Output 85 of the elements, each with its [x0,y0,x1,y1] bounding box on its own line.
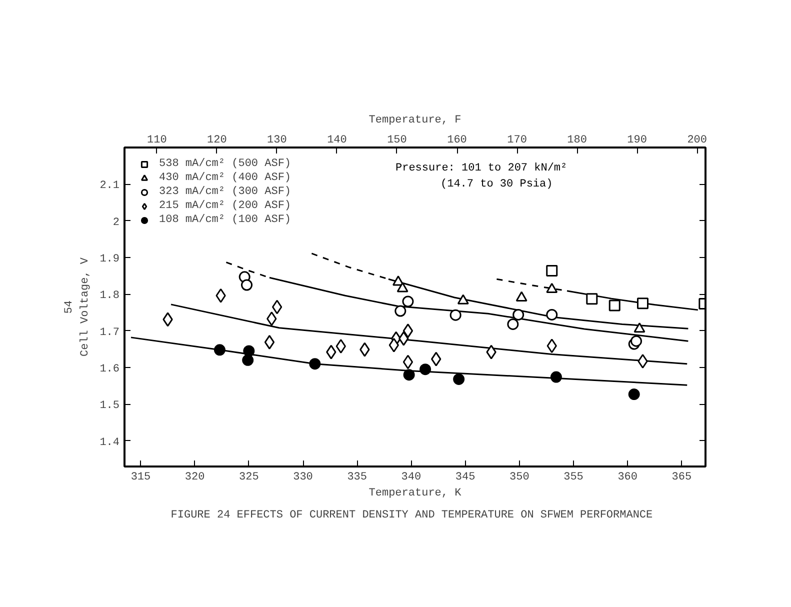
point [550,371,562,383]
point [512,308,524,320]
x-tick-label: 325 [239,472,259,484]
x-tick-label: 345 [455,472,476,484]
point [546,282,558,294]
legend-label: 323 mA/cm² (300 ASF) [159,185,292,199]
text: 54 [64,300,76,314]
point [546,338,557,354]
y-tick-label: 1.7 [100,326,120,339]
point [546,308,558,320]
x-tick-label: 335 [347,472,368,484]
legend-label: 430 mA/cm² (400 ASF) [159,171,292,185]
y-tick-label: 1.9 [100,254,120,266]
x2-tick-label: 140 [327,134,347,146]
point [398,331,409,346]
point [266,311,277,326]
y-tick-label: 1.6 [100,364,120,376]
x-tick-label: 340 [401,472,422,484]
x2-tick-label: 170 [507,134,527,146]
x2-tick-label: 110 [147,134,167,146]
line-series [130,336,688,386]
point [431,352,442,366]
x2-tick-label: 150 [387,134,407,146]
point [241,279,253,291]
point [326,344,336,360]
x-tick-label: 330 [293,472,313,484]
point [396,282,408,292]
x-axis-title: Temperature, K [368,488,462,500]
point [586,293,598,305]
x-tick-label: 365 [672,472,692,484]
point [214,344,226,356]
point [162,312,173,327]
point [216,288,226,303]
line-series [170,304,688,365]
point [388,338,399,352]
point [360,342,370,357]
x2-tick-label: 180 [567,134,587,146]
point [243,345,255,357]
y-axis-title: Cell Voltage, V [80,257,92,357]
point [634,322,646,333]
point [638,354,648,369]
legend-label: 215 mA/cm² (200 ASF) [159,199,292,213]
point [336,338,346,354]
y-tick-label: 1.5 [100,400,120,412]
legend-label: 538 mA/cm² (500 ASF) [159,157,292,171]
point [402,354,414,370]
point [637,298,648,310]
text: FIGURE 24 EFFECTS OF CURRENT DENSITY AND TEMPERATURE ON SFWEM PERFORMANCE [170,510,654,522]
legend-label: 108 mA/cm² (100 ASF) [159,213,292,227]
point [309,358,321,370]
y-tick-label: 1.4 [100,436,120,449]
x2-tick-label: 120 [207,134,227,146]
annotation: (14.7 to 30 Psia) [440,178,553,190]
point [608,300,620,312]
point [453,373,465,385]
x-tick-label: 315 [130,472,151,484]
point [242,354,254,366]
point [394,305,406,317]
point [264,334,275,350]
x-tick-label: 355 [564,472,584,484]
x2-tick-label: 190 [627,134,647,146]
y-tick-label: 2 [112,216,120,229]
x2-tick-label: 160 [447,134,467,146]
point [486,344,496,360]
x-tick-label: 320 [184,472,205,484]
point [630,335,642,347]
point [403,369,415,381]
point [402,324,414,338]
point [507,318,519,330]
y-tick-label: 2.1 [100,180,120,192]
point [516,291,528,302]
point [546,264,558,276]
point [628,388,640,400]
annotation: Pressure: 101 to 207 kN/m² [396,162,568,174]
point [450,309,462,321]
x-tick-label: 360 [618,472,638,484]
point [272,300,282,314]
x2-tick-label: 200 [687,134,708,146]
y-tick-label: 1.8 [100,290,120,302]
x-tick-label: 350 [510,472,530,484]
point [420,364,432,376]
point [457,294,469,304]
point [402,296,414,308]
x2-tick-label: 130 [267,134,287,146]
x2-axis-title: Temperature, F [368,114,462,126]
